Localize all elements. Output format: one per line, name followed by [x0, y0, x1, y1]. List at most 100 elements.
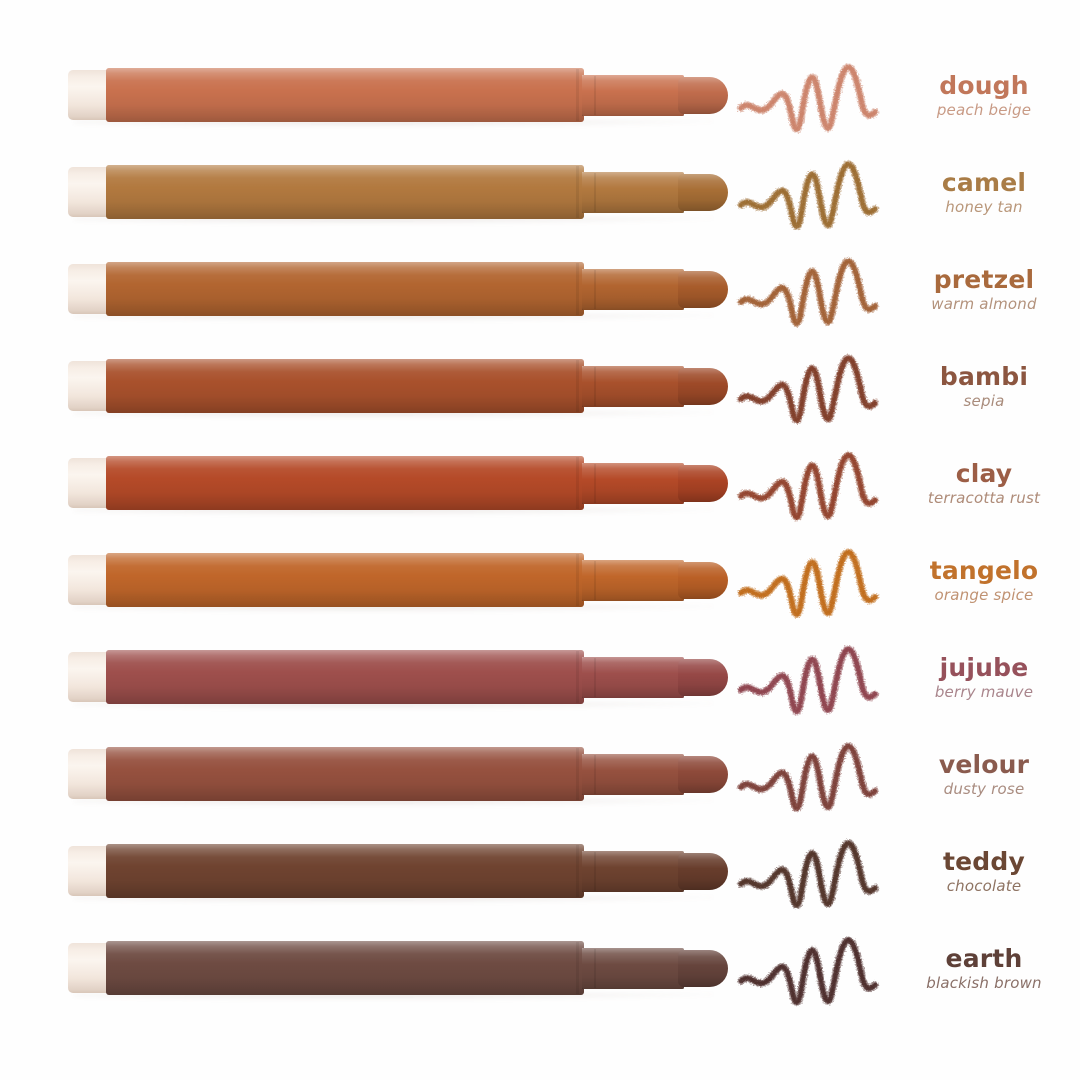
swatch-stroke: [737, 936, 879, 1006]
shade-labels: tangelo orange spice: [900, 556, 1068, 603]
color-swatch-tangelo: [735, 541, 895, 619]
swatch-stroke: [737, 354, 879, 424]
pencil-tip: [678, 76, 728, 114]
pencil-holder-ring: [594, 754, 596, 794]
swatch-stroke: [737, 451, 879, 521]
pencil-holder-ring: [594, 948, 596, 988]
shade-name: velour: [938, 749, 1030, 779]
pencil-barrel: [106, 649, 584, 704]
pencil-bambi[interactable]: [68, 355, 728, 418]
swatch-stroke: [737, 742, 879, 812]
pencil-camel[interactable]: [68, 161, 728, 224]
shade-labels: velour dusty rose: [900, 750, 1068, 797]
pencil-shadow: [74, 119, 714, 127]
pencil-nib-holder: [582, 947, 684, 989]
shade-row[interactable]: tangelo orange spice: [0, 531, 1080, 628]
shade-row[interactable]: clay terracotta rust: [0, 434, 1080, 531]
pencil-seam: [576, 941, 579, 994]
pencil-seam: [576, 262, 579, 315]
pencil-barrel: [106, 940, 584, 995]
pencil-holder-ring: [594, 560, 596, 600]
pencil-seam: [576, 359, 579, 412]
pencil-end-cap: [68, 651, 108, 702]
pencil-tip: [678, 658, 728, 696]
swatch-stroke: [737, 839, 879, 909]
color-swatch-earth: [735, 929, 895, 1007]
pencil-barrel: [106, 455, 584, 510]
pencil-barrel: [106, 67, 584, 122]
pencil-barrel: [106, 358, 584, 413]
shade-name: clay: [955, 458, 1013, 488]
pencil-barrel: [106, 843, 584, 898]
pencil-end-cap: [68, 942, 108, 993]
pencil-shadow: [74, 507, 714, 515]
pencil-tangelo[interactable]: [68, 549, 728, 612]
pencil-tip: [678, 270, 728, 308]
shade-name: pretzel: [933, 264, 1035, 294]
pencil-teddy[interactable]: [68, 840, 728, 903]
shade-row[interactable]: teddy chocolate: [0, 822, 1080, 919]
pencil-earth[interactable]: [68, 937, 728, 1000]
pencil-nib-holder: [582, 462, 684, 504]
shade-description: berry mauve: [934, 682, 1034, 701]
pencil-nib-holder: [582, 268, 684, 310]
shade-row[interactable]: bambi sepia: [0, 337, 1080, 434]
shade-description: terracotta rust: [927, 488, 1041, 507]
pencil-holder-ring: [594, 172, 596, 212]
pencil-pretzel[interactable]: [68, 258, 728, 321]
pencil-clay[interactable]: [68, 452, 728, 515]
shade-row[interactable]: velour dusty rose: [0, 725, 1080, 822]
pencil-end-cap: [68, 360, 108, 411]
shade-row[interactable]: dough peach beige: [0, 46, 1080, 143]
pencil-holder-ring: [594, 851, 596, 891]
pencil-shadow: [74, 604, 714, 612]
pencil-seam: [576, 650, 579, 703]
shade-description: chocolate: [946, 876, 1022, 895]
pencil-dough[interactable]: [68, 64, 728, 127]
color-swatch-velour: [735, 735, 895, 813]
pencil-holder-ring: [594, 463, 596, 503]
shade-name: earth: [945, 943, 1023, 973]
pencil-tip: [678, 949, 728, 987]
pencil-holder-ring: [594, 269, 596, 309]
swatch-stroke: [737, 160, 879, 230]
pencil-nib-holder: [582, 753, 684, 795]
pencil-nib-holder: [582, 74, 684, 116]
color-swatch-teddy: [735, 832, 895, 910]
shade-labels: earth blackish brown: [900, 944, 1068, 991]
pencil-nib-holder: [582, 171, 684, 213]
shade-row[interactable]: jujube berry mauve: [0, 628, 1080, 725]
pencil-holder-ring: [594, 75, 596, 115]
pencil-shadow: [74, 313, 714, 321]
pencil-shadow: [74, 701, 714, 709]
pencil-end-cap: [68, 457, 108, 508]
shade-labels: pretzel warm almond: [900, 265, 1068, 312]
pencil-barrel: [106, 261, 584, 316]
swatch-stroke: [737, 257, 879, 327]
shade-row[interactable]: pretzel warm almond: [0, 240, 1080, 337]
pencil-barrel: [106, 164, 584, 219]
pencil-nib-holder: [582, 656, 684, 698]
pencil-tip: [678, 464, 728, 502]
shade-name: tangelo: [929, 555, 1039, 585]
shade-name: dough: [939, 70, 1029, 100]
pencil-seam: [576, 844, 579, 897]
color-swatch-dough: [735, 56, 895, 134]
shade-description: warm almond: [931, 294, 1037, 313]
shade-name: camel: [941, 167, 1027, 197]
shade-labels: teddy chocolate: [900, 847, 1068, 894]
pencil-jujube[interactable]: [68, 646, 728, 709]
pencil-velour[interactable]: [68, 743, 728, 806]
shade-row[interactable]: earth blackish brown: [0, 919, 1080, 1016]
pencil-end-cap: [68, 69, 108, 120]
shade-description: orange spice: [934, 585, 1034, 604]
pencil-end-cap: [68, 554, 108, 605]
pencil-seam: [576, 553, 579, 606]
shade-labels: clay terracotta rust: [900, 459, 1068, 506]
swatch-stroke: [737, 548, 879, 618]
shade-row[interactable]: camel honey tan: [0, 143, 1080, 240]
swatch-stroke: [737, 63, 879, 133]
shade-description: blackish brown: [926, 973, 1042, 992]
pencil-nib-holder: [582, 365, 684, 407]
pencil-nib-holder: [582, 559, 684, 601]
